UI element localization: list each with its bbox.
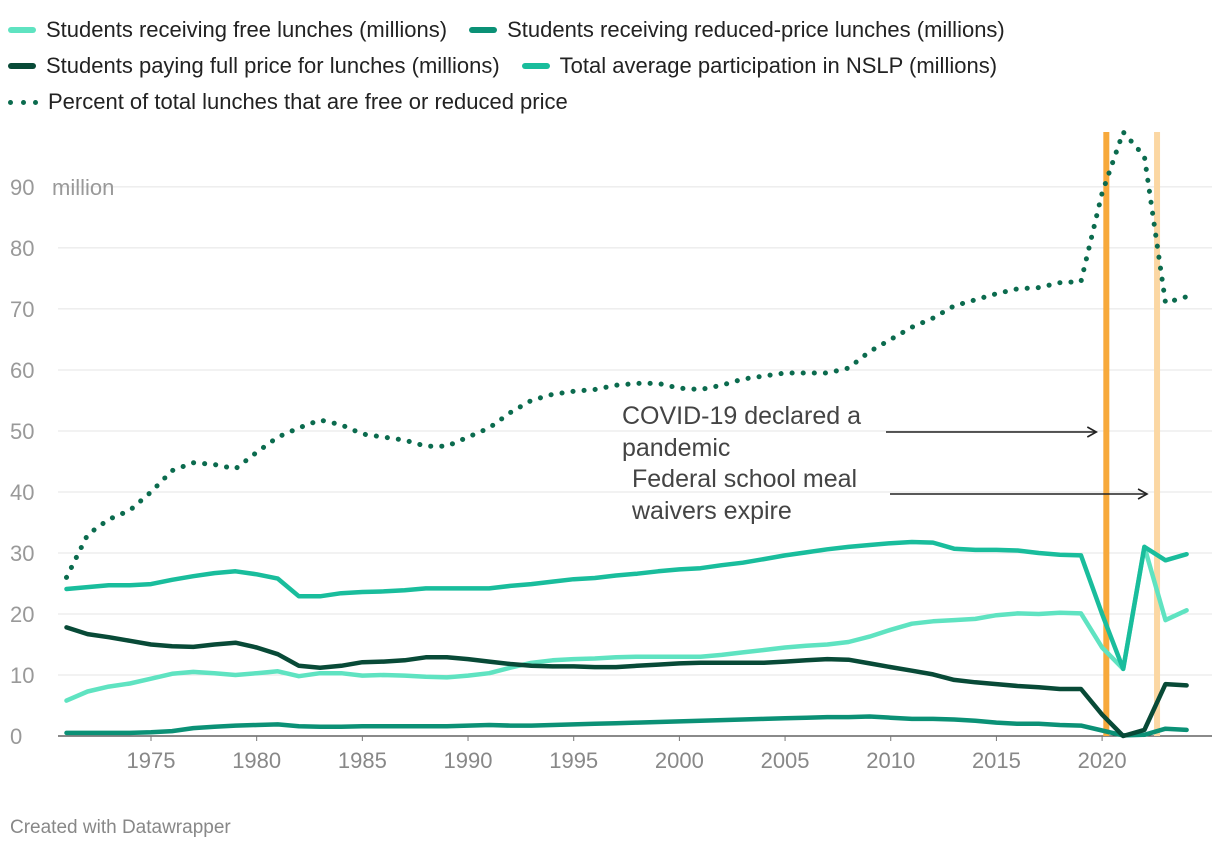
legend-label-total: Total average participation in NSLP (mil…: [559, 53, 998, 78]
annotation-covid-line1: COVID-19 declared a: [622, 402, 861, 430]
annotation-waiver-line2: waivers expire: [631, 497, 792, 525]
x-tick-label: 1980: [232, 748, 281, 773]
legend-label-full: Students paying full price for lunches (…: [46, 53, 500, 78]
y-tick-label: 50: [10, 419, 34, 444]
legend-label-reduced: Students receiving reduced-price lunches…: [507, 17, 1005, 42]
legend-swatch-total: [521, 63, 550, 69]
y-tick-label: 60: [10, 358, 34, 383]
annotation-waiver-line1: Federal school meal: [632, 465, 857, 493]
y-tick-label: 0: [10, 724, 22, 749]
y-tick-label: 20: [10, 602, 34, 627]
x-tick-label: 1990: [444, 748, 493, 773]
annotation-covid-line2: pandemic: [622, 434, 730, 462]
legend-item-total: Total average participation in NSLP (mil…: [521, 53, 998, 79]
series-line-4: [64, 129, 1190, 580]
legend-row: Students receiving free lunches (million…: [8, 12, 1208, 48]
annotations: COVID-19 declared a pandemic Federal sch…: [622, 402, 1149, 525]
series-line-0: [64, 544, 1189, 703]
x-tick-label: 1985: [338, 748, 387, 773]
y-unit-label: million: [52, 175, 114, 200]
legend-item-free: Students receiving free lunches (million…: [8, 17, 447, 43]
legend-label-percent: Percent of total lunches that are free o…: [48, 89, 568, 114]
x-tick-label: 2015: [972, 748, 1021, 773]
footer-credit: Created with Datawrapper: [10, 817, 231, 838]
event-markers: [1103, 132, 1161, 736]
legend-row: Students paying full price for lunches (…: [8, 48, 1208, 84]
y-tick-label: 10: [10, 663, 34, 688]
legend-swatch-full: [8, 63, 36, 69]
legend-swatch-percent: [8, 99, 38, 105]
legend-swatch-free: [8, 27, 36, 33]
y-tick-label: 40: [10, 480, 34, 505]
legend-item-percent: Percent of total lunches that are free o…: [8, 89, 568, 115]
x-tick-label: 2020: [1078, 748, 1127, 773]
x-tick-label: 1995: [549, 748, 598, 773]
legend-item-reduced: Students receiving reduced-price lunches…: [469, 17, 1005, 43]
legend-swatch-reduced: [469, 27, 498, 33]
series-line-2: [64, 625, 1189, 739]
x-tick-label: 2010: [866, 748, 915, 773]
legend-item-full: Students paying full price for lunches (…: [8, 53, 500, 79]
x-tick-label: 2000: [655, 748, 704, 773]
y-tick-label: 70: [10, 297, 34, 322]
y-tick-label: 80: [10, 236, 34, 261]
axis-labels: 0 10 20 30 40 50 60 70 80 90 million 1975 1980 1985 19…: [10, 175, 1127, 773]
x-tick-label: 2005: [761, 748, 810, 773]
legend: Students receiving free lunches (million…: [8, 12, 1208, 120]
legend-row: Percent of total lunches that are free o…: [8, 84, 1208, 120]
x-tick-label: 1975: [127, 748, 176, 773]
y-tick-label: 30: [10, 541, 34, 566]
y-tick-label: 90: [10, 175, 34, 200]
series-lines: [64, 129, 1190, 739]
legend-label-free: Students receiving free lunches (million…: [46, 17, 448, 42]
series-line-1: [64, 714, 1189, 738]
series-line-3: [64, 539, 1189, 672]
